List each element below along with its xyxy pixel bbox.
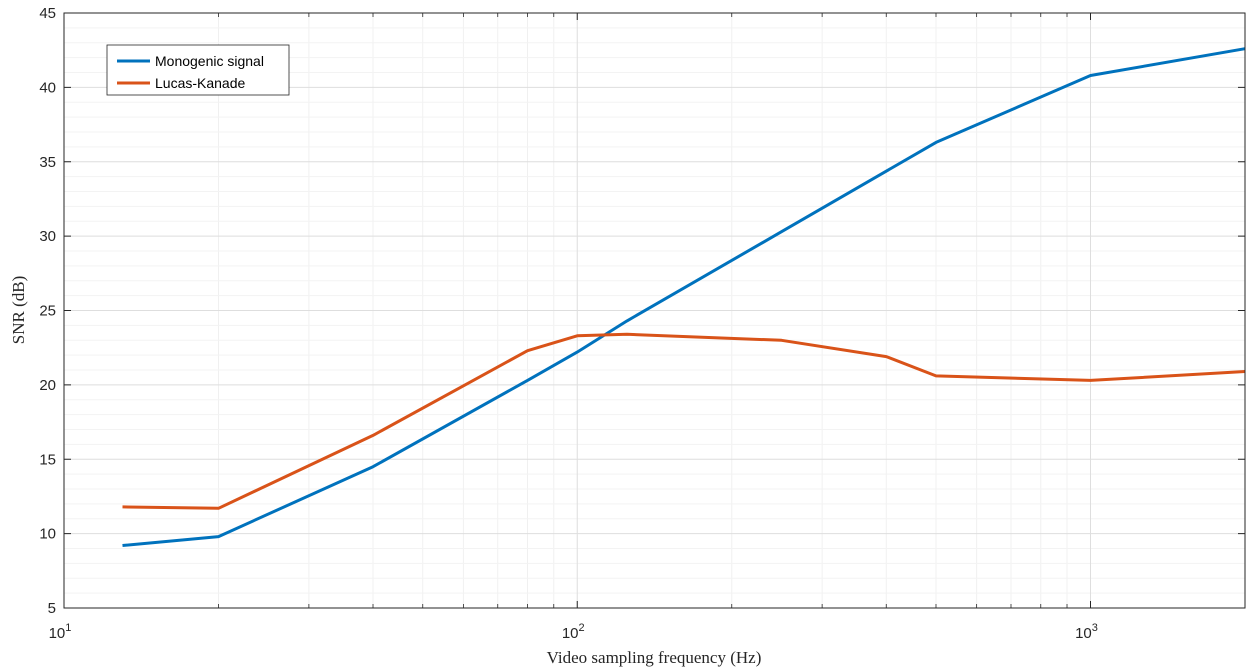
y-tick-label: 15	[39, 451, 56, 468]
y-axis-label: SNR (dB)	[9, 276, 28, 344]
y-tick-label: 20	[39, 377, 56, 394]
legend-box	[106, 44, 290, 96]
series-layer	[122, 47, 1246, 547]
y-tick-label: 25	[39, 303, 56, 320]
y-tick-label: 10	[39, 526, 56, 543]
y-tick-label: 5	[48, 600, 56, 617]
x-tick-label: 101	[49, 622, 72, 642]
series-line-1	[122, 332, 1246, 510]
y-tick-label: 35	[39, 154, 56, 171]
legend-label-lucas-kanade: Lucas-Kanade	[155, 75, 246, 91]
legend-label-monogenic: Monogenic signal	[155, 53, 264, 69]
x-tick-label: 103	[1075, 622, 1098, 642]
y-tick-labels: 5 10 15 20 25 30 35 40 45	[39, 5, 56, 617]
x-tick-labels: 101 102 103	[49, 622, 1098, 642]
y-tick-label: 30	[39, 228, 56, 245]
legend: Monogenic signal Lucas-Kanade	[106, 44, 290, 96]
y-tick-label: 40	[39, 79, 56, 96]
x-axis-label: Video sampling frequency (Hz)	[547, 648, 762, 667]
x-tick-label: 102	[562, 622, 585, 642]
tick-marks	[63, 12, 1245, 609]
y-tick-label: 45	[39, 5, 56, 22]
